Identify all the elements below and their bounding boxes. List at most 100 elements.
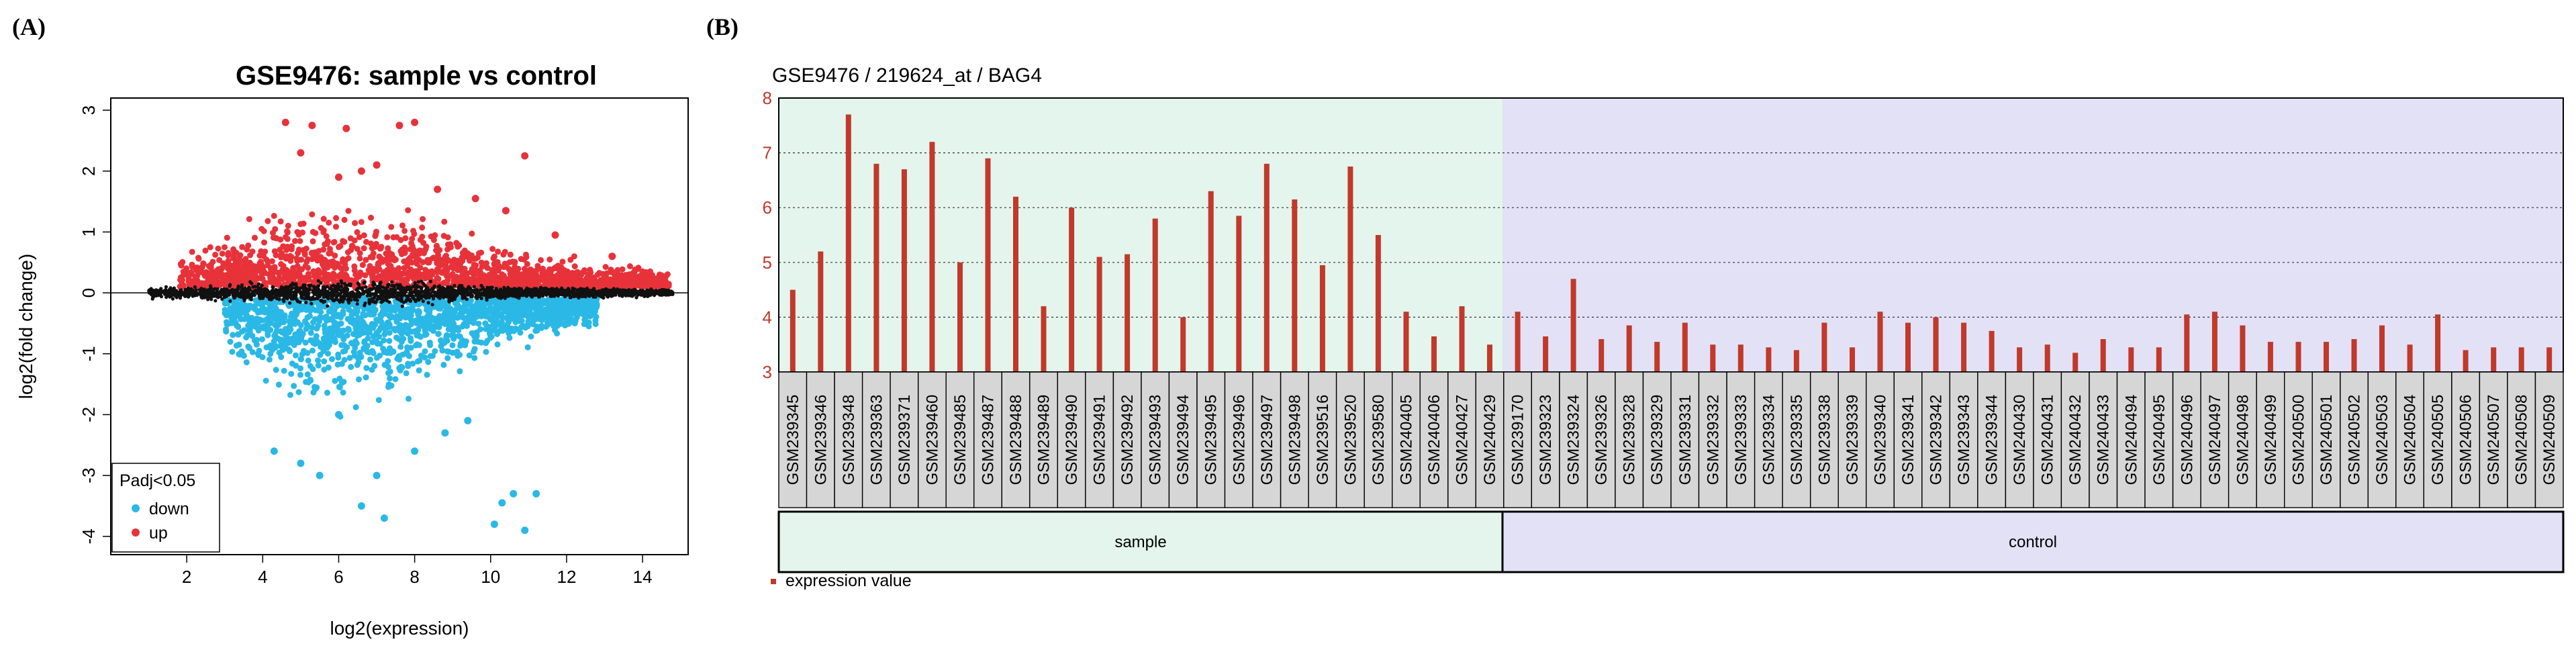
up-point (223, 263, 230, 270)
up-point (343, 273, 350, 279)
up-point (434, 275, 440, 281)
down-point (336, 384, 343, 391)
down-point (309, 366, 316, 373)
up-point (422, 267, 429, 273)
ns-point (400, 304, 404, 308)
down-point (282, 326, 289, 332)
down-point (316, 318, 323, 324)
up-point (263, 257, 270, 263)
down-point (455, 353, 461, 359)
down-point (440, 361, 447, 368)
up-point (378, 244, 385, 250)
up-point (249, 248, 256, 255)
up-point (356, 255, 363, 262)
up-point (333, 224, 339, 230)
down-point (351, 320, 358, 327)
down-point (406, 312, 412, 318)
x-tick-label: 8 (410, 567, 419, 587)
down-point (313, 333, 320, 339)
ns-point (387, 300, 391, 304)
up-point (476, 250, 482, 257)
down-point (329, 334, 336, 341)
down-point (494, 341, 501, 348)
up-point (270, 234, 277, 241)
down-point (365, 328, 371, 334)
up-point (224, 234, 230, 241)
down-point (473, 306, 480, 312)
down-point (355, 316, 362, 322)
down-point (514, 314, 520, 321)
ns-point (582, 287, 586, 291)
down-point (336, 332, 342, 338)
down-point (465, 314, 471, 320)
down-point (381, 331, 388, 338)
ns-point (420, 285, 424, 289)
down-point (298, 356, 305, 363)
up-point (202, 247, 209, 254)
down-point (367, 356, 373, 363)
down-point (348, 340, 354, 346)
down-point (483, 348, 489, 355)
up-point (284, 228, 290, 234)
down-point (307, 376, 314, 383)
ns-point (171, 297, 175, 301)
up-point (262, 248, 269, 255)
up-point (503, 262, 510, 269)
up-point (185, 278, 192, 285)
down-point (398, 338, 405, 345)
down-point (256, 347, 263, 354)
ns-point (465, 297, 469, 301)
down-point (379, 308, 386, 315)
down-point (263, 344, 270, 351)
down-point (416, 357, 423, 364)
up-point (434, 266, 441, 273)
up-point (471, 261, 477, 268)
ns-point (397, 297, 401, 301)
ns-point (251, 285, 255, 289)
ns-point (322, 295, 326, 299)
ns-point (416, 280, 420, 284)
ns-point (365, 293, 370, 298)
up-point (294, 257, 301, 264)
down-point (497, 304, 504, 311)
ns-point (228, 299, 232, 303)
down-point (445, 326, 452, 332)
up-point (406, 256, 412, 263)
up-point (447, 241, 454, 248)
ns-point (420, 296, 424, 300)
up-point (368, 214, 374, 221)
up-point (195, 255, 202, 262)
up-point (343, 265, 349, 272)
ns-point (326, 304, 330, 308)
down-point (400, 306, 407, 313)
up-point (521, 257, 528, 263)
up-point (428, 233, 434, 240)
down-point (281, 367, 287, 374)
panel-a-label: (A) (12, 13, 46, 40)
down-point (392, 376, 399, 383)
ns-point (151, 294, 155, 298)
down-point (309, 347, 316, 354)
up-point (600, 279, 606, 285)
down-point (293, 311, 300, 318)
up-point (197, 265, 203, 272)
up-point (453, 240, 460, 246)
down-point (373, 338, 380, 344)
down-point (425, 359, 432, 365)
down-point (340, 379, 347, 385)
up-point (539, 269, 546, 276)
up-point (478, 259, 485, 266)
up-point (252, 274, 259, 281)
down-point (259, 336, 265, 342)
up-point (207, 244, 213, 250)
up-point (561, 267, 568, 273)
down-point (443, 332, 450, 338)
down-point (438, 318, 445, 324)
down-point (239, 309, 246, 316)
down-point (364, 342, 371, 349)
down-point (557, 312, 563, 318)
ns-point (432, 285, 436, 289)
up-point (351, 263, 358, 270)
up-point (236, 275, 242, 282)
down-point (444, 355, 451, 361)
